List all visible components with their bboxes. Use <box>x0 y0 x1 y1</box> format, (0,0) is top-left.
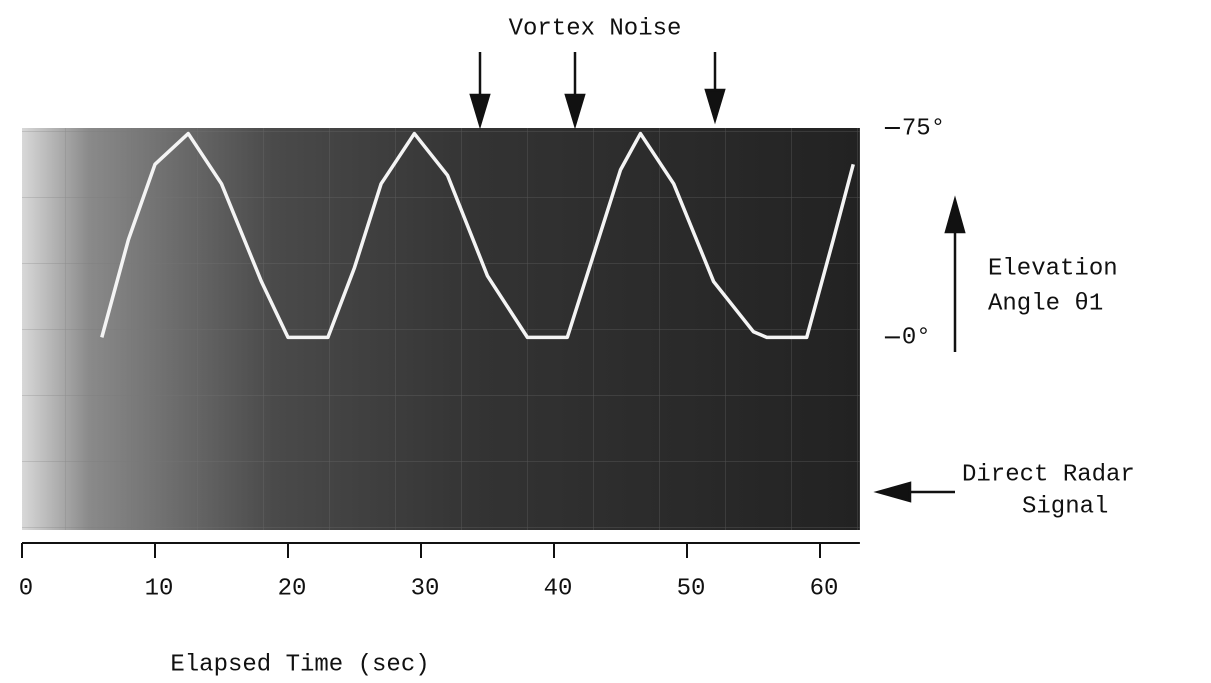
annotation: Direct Radar <box>962 461 1135 488</box>
x-tick-label: 10 <box>145 575 174 602</box>
x-tick-label: 20 <box>278 575 307 602</box>
x-tick-label: 30 <box>411 575 440 602</box>
x-axis-label: Elapsed Time (sec) <box>170 651 429 678</box>
trace <box>100 131 855 340</box>
x-tick-label: 60 <box>810 575 839 602</box>
x-tick-label: 40 <box>544 575 573 602</box>
y-tick-label: 0° <box>902 325 931 352</box>
y-tick-label: 75° <box>902 115 945 142</box>
photo-grid <box>22 128 860 530</box>
x-tick-label: 50 <box>677 575 706 602</box>
y-axis-label: Elevation <box>988 255 1118 282</box>
arrows <box>469 52 966 503</box>
annotation: Vortex Noise <box>509 15 682 42</box>
x-tick-label: 0 <box>19 575 33 602</box>
y-axis-label: Angle θ1 <box>988 290 1103 317</box>
annotation: Signal <box>1022 493 1108 520</box>
